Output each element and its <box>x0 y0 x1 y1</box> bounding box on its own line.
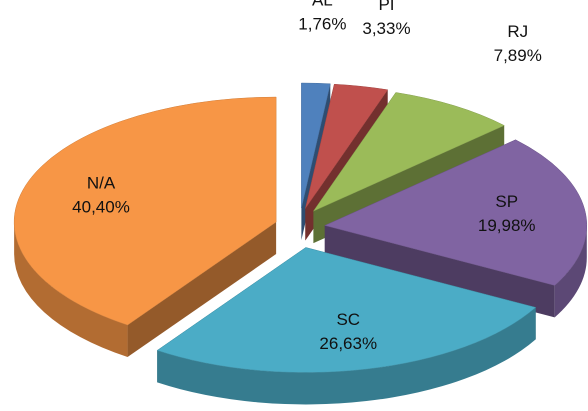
slice-value-label: 26,63% <box>319 334 377 353</box>
slice-category-label: SC <box>336 310 360 329</box>
slice <box>301 82 331 209</box>
slice-value-label: 3,33% <box>362 19 410 38</box>
slice-value-label: 7,89% <box>494 46 542 65</box>
slice <box>156 247 537 373</box>
slice <box>312 92 505 212</box>
slice-side <box>324 225 555 318</box>
slice <box>13 96 277 326</box>
slice <box>305 83 389 209</box>
slice-value-label: 40,40% <box>72 198 130 217</box>
slice-value-label: 19,98% <box>478 216 536 235</box>
slice-category-label: SP <box>495 192 518 211</box>
slice-category-label: RJ <box>507 22 528 41</box>
slice-value-label: 1,76% <box>298 15 346 34</box>
slice-wall <box>14 222 128 358</box>
slice-category-label: PI <box>378 0 394 14</box>
slice-category-label: AL <box>312 0 333 10</box>
slice-side <box>127 222 277 358</box>
slice-wall <box>157 307 536 405</box>
slice-wall <box>554 225 587 318</box>
slice-category-label: N/A <box>87 174 116 193</box>
slice <box>324 139 588 286</box>
